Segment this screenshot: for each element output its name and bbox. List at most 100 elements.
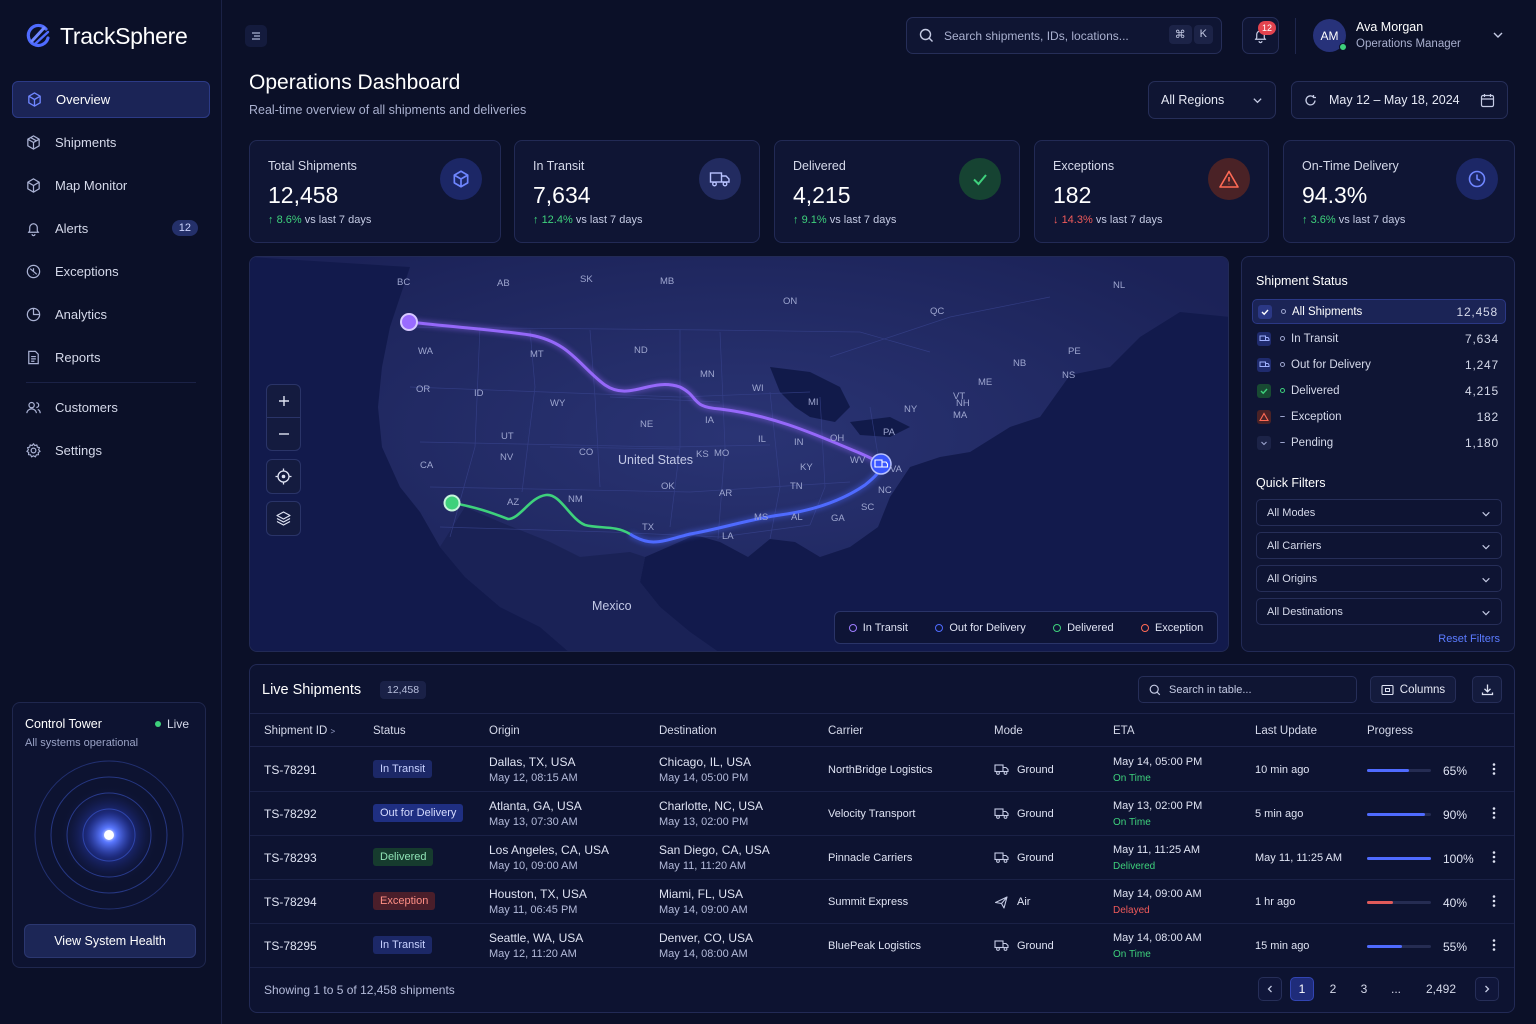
table-row[interactable]: TS-78295 In Transit Seattle, WA, USA May 12… bbox=[250, 924, 1514, 968]
table-row[interactable]: TS-78293 Delivered Los Angeles, CA, USA May… bbox=[250, 836, 1514, 880]
package-icon bbox=[27, 135, 40, 150]
legend-item[interactable]: In Transit bbox=[848, 621, 908, 634]
global-search-input[interactable] bbox=[944, 28, 1164, 43]
columns-button[interactable]: Columns bbox=[1370, 676, 1456, 703]
kpi-change-value: 12.4% bbox=[541, 214, 573, 226]
col-origin[interactable]: Origin bbox=[489, 725, 520, 737]
locate-button[interactable] bbox=[266, 459, 301, 494]
sidebar-item-map-monitor[interactable]: Map Monitor bbox=[12, 167, 210, 204]
more-options-icon[interactable] bbox=[1491, 850, 1497, 864]
global-search[interactable]: ⌘ K bbox=[906, 17, 1222, 54]
status-filter-in-transit[interactable]: In Transit 7,634 bbox=[1252, 326, 1506, 351]
more-options-icon[interactable] bbox=[1491, 894, 1497, 908]
zoom-out-button[interactable] bbox=[267, 418, 300, 451]
sidebar-item-analytics[interactable]: Analytics bbox=[12, 296, 210, 333]
more-options-icon[interactable] bbox=[1491, 806, 1497, 820]
page-button-1[interactable]: 1 bbox=[1290, 977, 1314, 1001]
prev-page-button[interactable] bbox=[1258, 977, 1282, 1001]
date-range-picker[interactable]: May 12 – May 18, 2024 bbox=[1291, 81, 1508, 119]
table-row[interactable]: TS-78291 In Transit Dallas, TX, USA May 12,… bbox=[250, 748, 1514, 792]
user-name[interactable]: Ava Morgan bbox=[1356, 20, 1424, 34]
status-filter-all[interactable]: All Shipments 12,458 bbox=[1252, 299, 1506, 324]
table-search[interactable] bbox=[1138, 676, 1357, 703]
sort-icon: > bbox=[330, 727, 336, 736]
shipment-id[interactable]: TS-78294 bbox=[264, 895, 317, 909]
kpi-on-time-delivery[interactable]: On-Time Delivery 94.3% ↑ 3.6% vs last 7 … bbox=[1283, 140, 1515, 243]
app-logo[interactable]: TrackSphere bbox=[24, 22, 188, 50]
shipment-status-panel: Shipment Status All Shipments 12,458 In … bbox=[1241, 256, 1515, 652]
sidebar-item-settings[interactable]: Settings bbox=[12, 432, 210, 469]
view-system-health-button[interactable]: View System Health bbox=[24, 924, 196, 958]
origins-filter-select[interactable]: All Origins bbox=[1256, 565, 1502, 592]
col-status[interactable]: Status bbox=[373, 725, 406, 737]
table-row[interactable]: TS-78292 Out for Delivery Atlanta, GA, USA… bbox=[250, 792, 1514, 836]
shipment-id[interactable]: TS-78295 bbox=[264, 939, 317, 953]
status-filter-exception[interactable]: Exception 182 bbox=[1252, 404, 1506, 429]
sidebar-item-reports[interactable]: Reports bbox=[12, 339, 210, 376]
status-filter-pending[interactable]: Pending 1,180 bbox=[1252, 430, 1506, 455]
chevron-down-icon[interactable] bbox=[1492, 29, 1504, 41]
cube-icon bbox=[28, 92, 41, 107]
kpi-exceptions[interactable]: Exceptions 182 ↓ 14.3% vs last 7 days bbox=[1034, 140, 1269, 243]
shipment-id[interactable]: TS-78292 bbox=[264, 807, 317, 821]
status-dash-icon bbox=[1280, 441, 1285, 444]
state-label: PA bbox=[883, 427, 895, 438]
sidebar-item-alerts[interactable]: Alerts 12 bbox=[12, 210, 210, 247]
col-shipment-id[interactable]: Shipment ID > bbox=[264, 725, 335, 737]
destination-city: Denver, CO, USA bbox=[659, 931, 754, 945]
shipment-id[interactable]: TS-78293 bbox=[264, 851, 317, 865]
kpi-total-shipments[interactable]: Total Shipments 12,458 ↑ 8.6% vs last 7 … bbox=[249, 140, 501, 243]
sidebar-item-shipments[interactable]: Shipments bbox=[12, 124, 210, 161]
more-options-icon[interactable] bbox=[1491, 762, 1497, 776]
shipment-id[interactable]: TS-78291 bbox=[264, 763, 317, 777]
table-row[interactable]: TS-78294 Exception Houston, TX, USA May 11,… bbox=[250, 880, 1514, 924]
legend-item[interactable]: Out for Delivery bbox=[935, 622, 1026, 634]
destinations-filter-select[interactable]: All Destinations bbox=[1256, 598, 1502, 625]
col-destination[interactable]: Destination bbox=[659, 725, 717, 737]
next-page-button[interactable] bbox=[1475, 977, 1499, 1001]
map-canvas[interactable] bbox=[250, 257, 1229, 652]
more-options-icon[interactable] bbox=[1491, 938, 1497, 952]
notifications-button[interactable]: 12 bbox=[1242, 17, 1279, 54]
legend-item[interactable]: Delivered bbox=[1053, 622, 1114, 634]
carriers-filter-select[interactable]: All Carriers bbox=[1256, 532, 1502, 559]
app-name: TrackSphere bbox=[60, 22, 188, 49]
kpi-in-transit[interactable]: In Transit 7,634 ↑ 12.4% vs last 7 days bbox=[514, 140, 760, 243]
sidebar-item-overview[interactable]: Overview bbox=[12, 81, 210, 118]
page-button-2[interactable]: 2 bbox=[1329, 982, 1337, 996]
page-button-3[interactable]: 3 bbox=[1360, 982, 1368, 996]
legend-ring-icon bbox=[935, 623, 944, 632]
shipment-map[interactable]: BC AB SK MB ON QC NL WA OR ID MT WY ND M… bbox=[249, 256, 1229, 652]
sidebar-item-customers[interactable]: Customers bbox=[12, 389, 210, 426]
carrier-name: BluePeak Logistics bbox=[828, 940, 921, 952]
origin-marker[interactable] bbox=[400, 313, 418, 331]
legend-item[interactable]: Exception bbox=[1140, 622, 1203, 634]
progress-bar bbox=[1367, 769, 1431, 772]
col-carrier[interactable]: Carrier bbox=[828, 725, 864, 737]
kpi-change: ↑ 3.6% vs last 7 days bbox=[1302, 214, 1405, 226]
status-filter-delivered[interactable]: Delivered 4,215 bbox=[1252, 378, 1506, 403]
table-search-input[interactable] bbox=[1169, 683, 1339, 696]
col-eta[interactable]: ETA bbox=[1113, 725, 1135, 737]
kpi-change-value: 8.6% bbox=[276, 214, 302, 226]
layers-button[interactable] bbox=[266, 501, 301, 536]
kpi-delivered[interactable]: Delivered 4,215 ↑ 9.1% vs last 7 days bbox=[774, 140, 1020, 243]
status-filter-out-for-delivery[interactable]: Out for Delivery 1,247 bbox=[1252, 352, 1506, 377]
download-button[interactable] bbox=[1472, 676, 1502, 703]
chevron-down-icon bbox=[1482, 544, 1490, 550]
sidebar-item-exceptions[interactable]: Exceptions bbox=[12, 253, 210, 290]
region-select[interactable]: All Regions bbox=[1148, 81, 1276, 119]
col-progress[interactable]: Progress bbox=[1367, 725, 1414, 737]
delivered-origin-marker[interactable] bbox=[443, 494, 461, 512]
col-last-update[interactable]: Last Update bbox=[1255, 725, 1318, 737]
truck-marker[interactable] bbox=[870, 453, 892, 475]
modes-filter-select[interactable]: All Modes bbox=[1256, 499, 1502, 526]
col-mode[interactable]: Mode bbox=[994, 725, 1023, 737]
status-count: 4,215 bbox=[1464, 383, 1499, 398]
menu-toggle-button[interactable] bbox=[245, 25, 267, 47]
page-button-last[interactable]: 2,492 bbox=[1425, 982, 1457, 996]
zoom-in-button[interactable] bbox=[267, 385, 300, 418]
status-badge: In Transit bbox=[373, 936, 433, 954]
reset-filters-link[interactable]: Reset Filters bbox=[1438, 633, 1500, 645]
legend-label: In Transit bbox=[862, 621, 908, 634]
